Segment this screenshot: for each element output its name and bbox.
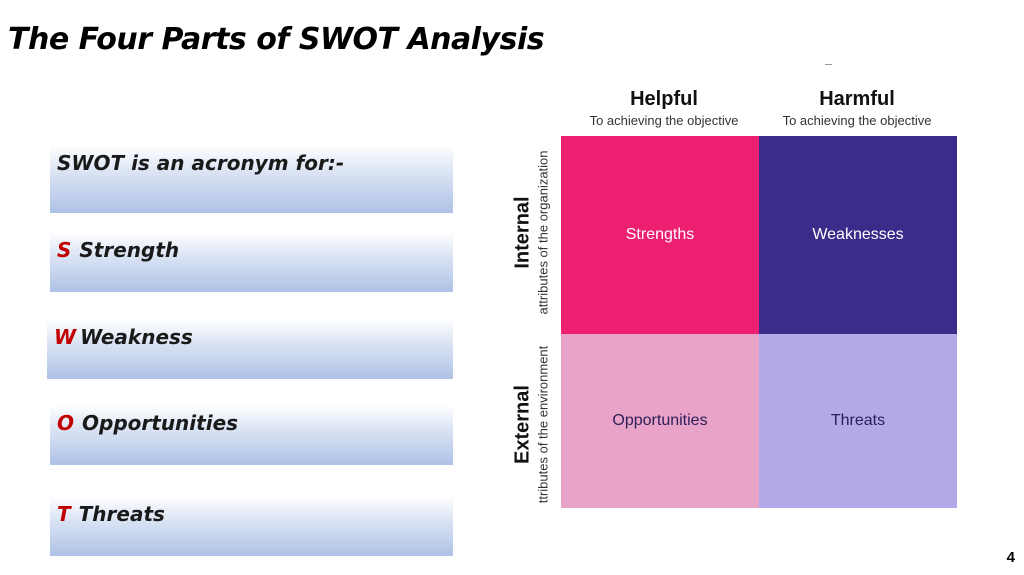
list-item-opportunities: O Opportunities [50,405,453,465]
list-item-letter: T [57,502,71,526]
column-subheading: To achieving the objective [782,113,932,128]
row-heading: External [511,385,534,464]
list-item-word: Threats [78,502,165,526]
list-item-word: Opportunities [82,411,239,435]
swot-cell-threats: Threats [759,334,957,508]
swot-cell-weaknesses: Weaknesses [759,136,957,334]
list-item-threats: T Threats [50,496,453,556]
row-header-external: External ttributes of the environment [512,325,551,525]
row-heading: Internal [511,196,534,269]
list-item-letter: W [54,325,77,349]
page-number: 4 [1006,549,1015,566]
swot-cell-strengths: Strengths [561,136,759,334]
column-header-harmful: Harmful To achieving the objective [762,88,952,128]
list-item-weakness: W Weakness [47,319,453,379]
swot-cell-opportunities: Opportunities [561,334,759,508]
row-subheading: ttributes of the environment [535,345,551,504]
list-item-word: Weakness [80,325,193,349]
slide-title: The Four Parts of SWOT Analysis [8,22,545,57]
list-item-letter: O [57,411,75,435]
column-subheading: To achieving the objective [589,113,739,128]
row-header-internal: Internal attributes of the organization [512,133,551,333]
acronym-intro-box: SWOT is an acronym for:- [50,145,453,213]
column-heading: Harmful [819,88,895,110]
column-heading: Helpful [630,88,698,110]
row-subheading: attributes of the organization [535,150,551,315]
acronym-intro-text: SWOT is an acronym for:- [57,151,345,175]
column-header-helpful: Helpful To achieving the objective [569,88,759,128]
list-item-word: Strength [79,238,180,262]
list-item-strength: S Strength [50,232,453,292]
list-item-letter: S [57,238,72,262]
divider-mark [825,64,832,65]
